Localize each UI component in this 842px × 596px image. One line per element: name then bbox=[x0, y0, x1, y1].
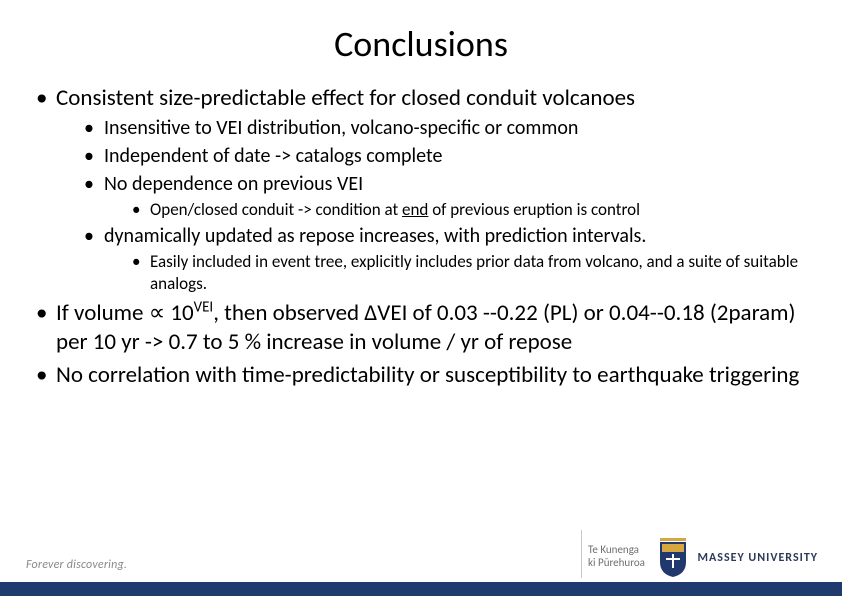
footer-university-name: MASSEY UNIVERSITY bbox=[698, 551, 818, 565]
bullet-1c-text: No dependence on previous VEI bbox=[104, 172, 363, 196]
bullet-1c: No dependence on previous VEI Open/close… bbox=[84, 171, 808, 221]
bullet-1c-i: Open/closed conduit -> condition at end … bbox=[132, 199, 808, 221]
footer-logo: MASSEY UNIVERSITY bbox=[658, 538, 818, 578]
bullet-1: Consistent size-predictable effect for c… bbox=[34, 84, 808, 295]
bullet-3: No correlation with time-predictability … bbox=[34, 361, 808, 390]
bullet-1d: dynamically updated as repose increases,… bbox=[84, 223, 808, 295]
footer: Forever discovering. Te Kunenga ki Pūreh… bbox=[0, 518, 842, 596]
bullet-1b: Independent of date -> catalogs complete bbox=[84, 143, 808, 169]
bullet-2-pre: If volume ∝ 10 bbox=[56, 299, 194, 327]
footer-tagline: Forever discovering. bbox=[26, 558, 127, 572]
bullet-1c-i-underline: end bbox=[402, 199, 428, 220]
bullet-1a: Insensitive to VEI distribution, volcano… bbox=[84, 115, 808, 141]
bullet-list: Consistent size-predictable effect for c… bbox=[34, 84, 808, 389]
bullet-2-sup: VEI bbox=[194, 298, 214, 316]
bullet-1c-i-pre: Open/closed conduit -> condition at bbox=[150, 199, 402, 220]
slide: Conclusions Consistent size-predictable … bbox=[0, 0, 842, 596]
university-crest-icon bbox=[658, 538, 688, 578]
bullet-1-text: Consistent size-predictable effect for c… bbox=[56, 84, 635, 112]
footer-bar bbox=[0, 582, 842, 596]
footer-separator bbox=[581, 530, 582, 578]
slide-title: Conclusions bbox=[0, 22, 842, 66]
bullet-2: If volume ∝ 10VEI, then observed ΔVEI of… bbox=[34, 299, 808, 357]
bullet-1d-text: dynamically updated as repose increases,… bbox=[104, 224, 646, 248]
bullet-1d-i: Easily included in event tree, explicitl… bbox=[132, 251, 808, 295]
bullet-1c-i-post: of previous eruption is control bbox=[428, 199, 640, 220]
